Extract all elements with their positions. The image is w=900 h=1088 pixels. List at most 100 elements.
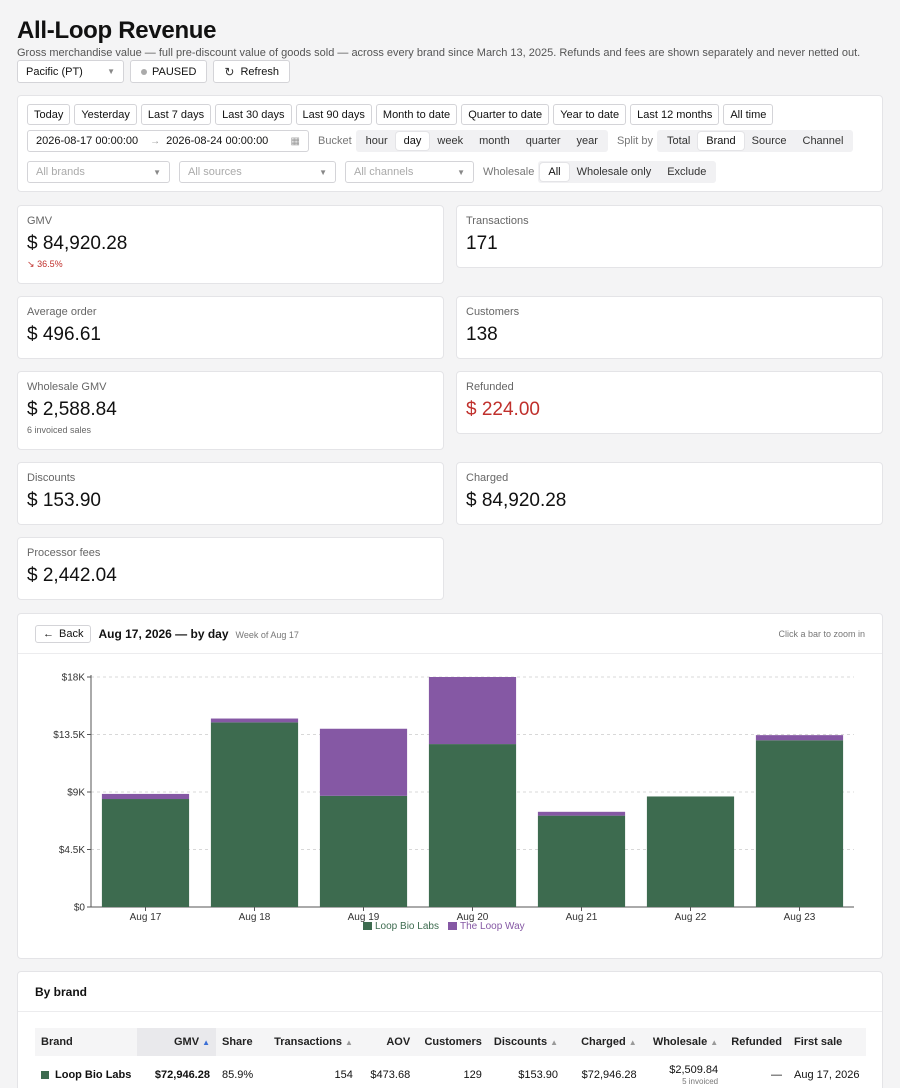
channels-select[interactable]: All channels ▼ bbox=[345, 161, 474, 183]
split-brand[interactable]: Brand bbox=[698, 132, 744, 150]
status-label: PAUSED bbox=[152, 65, 197, 78]
date-from[interactable]: 2026-08-17 00:00:00 bbox=[36, 135, 139, 147]
bucket-week[interactable]: week bbox=[437, 135, 464, 147]
col-customers: Customers bbox=[416, 1028, 488, 1056]
bucket-year[interactable]: year bbox=[576, 135, 598, 147]
sources-select[interactable]: All sources ▼ bbox=[179, 161, 336, 183]
date-to[interactable]: 2026-08-24 00:00:00 bbox=[166, 135, 269, 147]
kpi-value: 138 bbox=[466, 324, 498, 345]
split-channel[interactable]: Channel bbox=[802, 135, 844, 147]
legend-label: Loop Bio Labs bbox=[375, 921, 439, 932]
preset-last-90-days[interactable]: Last 90 days bbox=[295, 104, 372, 125]
bar-the-loop-way[interactable] bbox=[210, 718, 299, 723]
bucket-month[interactable]: month bbox=[479, 135, 510, 147]
back-button[interactable]: ← Back bbox=[35, 624, 92, 643]
bar-loop-bio-labs[interactable] bbox=[428, 744, 517, 907]
bucket-hour[interactable]: hour bbox=[365, 135, 388, 147]
bar-the-loop-way[interactable] bbox=[428, 677, 517, 745]
sort-icon: ▲ bbox=[710, 1038, 719, 1047]
brands-placeholder: All brands bbox=[36, 166, 85, 178]
wholesale-all[interactable]: All bbox=[540, 163, 569, 181]
kpi-value: $ 496.61 bbox=[27, 324, 101, 345]
col-aov: AOV bbox=[358, 1028, 417, 1056]
sort-icon: ▲ bbox=[628, 1038, 637, 1047]
cell-charged: $72,946.28 bbox=[581, 1069, 637, 1081]
preset-all-time[interactable]: All time bbox=[723, 104, 774, 125]
refresh-label: Refresh bbox=[240, 65, 280, 78]
page-title: All-Loop Revenue bbox=[17, 17, 217, 44]
legend-label: The Loop Way bbox=[460, 921, 525, 932]
preset-month-to-date[interactable]: Month to date bbox=[375, 104, 458, 125]
preset-year-to-date[interactable]: Year to date bbox=[553, 104, 627, 125]
cell-transactions: 154 bbox=[334, 1069, 353, 1081]
timezone-select[interactable]: Pacific (PT) ▼ bbox=[17, 60, 124, 83]
kpi-label: Customers bbox=[466, 306, 520, 318]
trend-down-icon: ↘ bbox=[27, 259, 35, 269]
kpi-label: Refunded bbox=[466, 381, 514, 393]
col-charged[interactable]: Charged ▲ bbox=[564, 1028, 643, 1056]
col-refunded: Refunded bbox=[724, 1028, 788, 1056]
preset-last-7-days[interactable]: Last 7 days bbox=[140, 104, 212, 125]
bar-loop-bio-labs[interactable] bbox=[210, 722, 299, 907]
preset-yesterday[interactable]: Yesterday bbox=[74, 104, 137, 125]
refresh-icon: ↻ bbox=[224, 64, 235, 79]
bar-loop-bio-labs[interactable] bbox=[537, 815, 626, 907]
arrow-right-icon: → bbox=[150, 135, 161, 147]
bar-the-loop-way[interactable] bbox=[101, 793, 190, 800]
chevron-down-icon: ▼ bbox=[107, 67, 115, 76]
brands-select[interactable]: All brands ▼ bbox=[27, 161, 170, 183]
chevron-down-icon: ▼ bbox=[153, 167, 161, 177]
timezone-value: Pacific (PT) bbox=[26, 65, 83, 78]
kpi-gmv: GMV $ 84,920.28 ↘ 36.5% bbox=[17, 205, 444, 284]
y-tick-label: $0 bbox=[74, 903, 86, 914]
chart-header: ← Back Aug 17, 2026 — by day Week of Aug… bbox=[18, 614, 882, 654]
brand-panel: By brand Brand GMV ▲︎ Share Transactions ▲… bbox=[17, 971, 883, 1088]
preset-today[interactable]: Today bbox=[27, 104, 71, 125]
cell-share: 85.9% bbox=[221, 1069, 254, 1081]
bar-loop-bio-labs[interactable] bbox=[755, 740, 844, 907]
bar-loop-bio-labs[interactable] bbox=[646, 796, 735, 907]
date-range-picker[interactable]: 2026-08-17 00:00:00 → 2026-08-24 00:00:0… bbox=[27, 130, 309, 152]
preset-last-12-months[interactable]: Last 12 months bbox=[630, 104, 720, 125]
bar-loop-bio-labs[interactable] bbox=[319, 795, 408, 907]
bucket-quarter[interactable]: quarter bbox=[525, 135, 561, 147]
bar-the-loop-way[interactable] bbox=[319, 728, 408, 796]
bucket-day[interactable]: day bbox=[395, 132, 430, 150]
legend-swatch bbox=[448, 922, 457, 930]
cell-discounts: $153.90 bbox=[518, 1069, 559, 1081]
kpi-label: Average order bbox=[27, 306, 97, 318]
brand-table-title: By brand bbox=[18, 972, 882, 1012]
wholesale-exclude[interactable]: Exclude bbox=[667, 166, 707, 178]
refresh-button[interactable]: ↻ Refresh bbox=[213, 60, 291, 83]
kpi-label: Transactions bbox=[466, 215, 529, 227]
col-share: Share bbox=[215, 1028, 268, 1056]
table-row[interactable]: Loop Bio Labs $72,946.28 85.9% 154 $473.… bbox=[35, 1056, 866, 1088]
col-wholesale[interactable]: Wholesale ▲ bbox=[642, 1028, 725, 1056]
x-tick-label: Aug 19 bbox=[348, 912, 380, 923]
bucket-segmented: hour day week month quarter year bbox=[355, 130, 608, 152]
preset-last-30-days[interactable]: Last 30 days bbox=[215, 104, 292, 125]
channels-placeholder: All channels bbox=[354, 166, 414, 178]
kpi-value: $ 2,588.84 bbox=[27, 399, 117, 420]
col-transactions[interactable]: Transactions ▲ bbox=[267, 1028, 359, 1056]
cell-refunded: — bbox=[771, 1069, 782, 1081]
wholesale-only[interactable]: Wholesale only bbox=[576, 166, 652, 178]
col-gmv[interactable]: GMV ▲︎ bbox=[137, 1028, 216, 1056]
split-source[interactable]: Source bbox=[751, 135, 787, 147]
status-toggle-button[interactable]: PAUSED bbox=[130, 60, 208, 83]
kpi-refunded: Refunded $ 224.00 bbox=[456, 371, 883, 434]
preset-quarter-to-date[interactable]: Quarter to date bbox=[461, 104, 550, 125]
col-discounts[interactable]: Discounts ▲ bbox=[487, 1028, 565, 1056]
split-total[interactable]: Total bbox=[667, 135, 691, 147]
split-label: Split by bbox=[616, 135, 654, 147]
bar-the-loop-way[interactable] bbox=[537, 811, 626, 816]
bar-loop-bio-labs[interactable] bbox=[101, 799, 190, 907]
sort-icon: ▲ bbox=[550, 1038, 559, 1047]
calendar-icon: ▦ bbox=[290, 135, 300, 147]
cell-brand: Loop Bio Labs bbox=[35, 1056, 137, 1088]
y-tick-label: $18K bbox=[62, 673, 86, 684]
chart-hint: Click a bar to zoom in bbox=[778, 628, 865, 639]
bar-the-loop-way[interactable] bbox=[755, 735, 844, 741]
sort-icon: ▲ bbox=[344, 1038, 353, 1047]
kpi-processor-fees: Processor fees $ 2,442.04 bbox=[17, 537, 444, 600]
